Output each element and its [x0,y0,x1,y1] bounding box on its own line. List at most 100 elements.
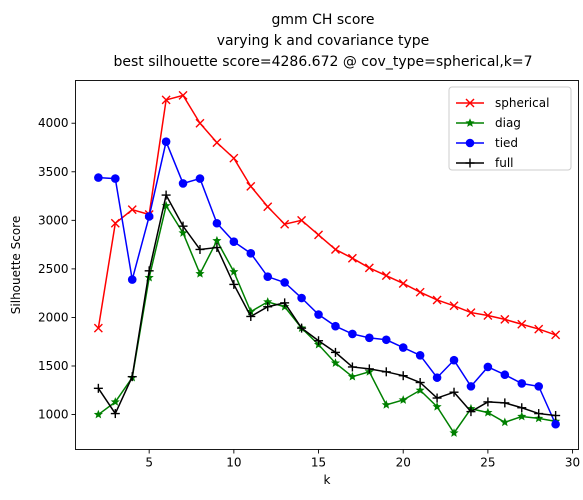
data-point-tied [229,237,239,246]
data-point-diag [330,358,341,367]
data-point-full [347,362,357,372]
data-point-full [144,266,154,276]
data-point-tied [314,310,323,319]
data-point-tied [517,379,527,388]
data-point-spherical [263,202,273,212]
chart-title: gmm CH score varying k and covariance ty… [113,12,532,70]
x-tick-label: 20 [396,456,411,470]
y-tick-label: 2000 [38,310,69,324]
data-point-diag [144,272,154,282]
data-point-full [195,244,205,254]
series-line-spherical [97,94,556,336]
data-point-spherical [297,215,307,225]
data-point-tied [551,419,560,429]
data-point-diag [517,411,527,421]
data-point-full [449,387,459,397]
data-point-diag [432,401,442,411]
data-point-spherical [161,95,171,105]
data-point-full [534,409,544,419]
legend-label: diag [495,116,521,130]
legend-marker [465,138,475,148]
data-point-diag [415,385,425,395]
data-point-full [330,347,340,357]
data-point-tied [144,212,154,221]
x-tick-label: 10 [226,456,241,470]
y-tick-label: 3000 [38,213,69,227]
series-line-diag [97,203,556,435]
data-point-diag [246,306,256,316]
data-point-spherical [517,319,527,329]
data-point-diag [483,407,493,417]
data-point-full [517,403,527,413]
legend-marker [465,118,475,127]
y-axis-label: Silhouette Score [9,216,23,314]
data-point-diag [449,428,459,437]
data-point-tied [178,179,188,188]
data-point-diag [110,397,120,406]
data-point-spherical [347,253,357,263]
data-point-tied [381,335,391,345]
data-point-tied [449,355,459,365]
data-point-spherical [195,118,205,128]
data-point-tied [483,362,493,372]
data-point-spherical [212,138,222,148]
data-point-spherical [314,230,324,240]
data-point-spherical [398,278,408,288]
data-point-full [280,298,290,308]
data-point-diag [347,371,357,381]
data-point-tied [534,382,544,391]
data-point-spherical [551,330,561,340]
legend-entry-diag: diag [456,116,521,130]
data-point-full [110,409,120,419]
x-tick-label: 15 [311,456,326,470]
data-point-diag [500,417,510,427]
data-point-spherical [280,219,290,229]
data-point-spherical [483,310,493,320]
data-point-spherical [449,301,459,311]
y-tick-label: 4000 [38,116,69,130]
data-point-tied [297,293,306,303]
data-point-tied [415,351,425,360]
data-point-full [161,190,171,200]
data-point-spherical [381,271,391,281]
data-point-diag [178,228,188,237]
data-point-full [93,383,103,393]
y-tick-label: 1500 [38,359,69,373]
data-point-full [432,393,442,403]
data-point-tied [127,275,137,284]
data-point-full [263,302,273,312]
data-point-spherical [500,314,510,324]
data-point-tied [500,370,510,380]
axes-layer: 5 10 15 20 25 30 1000 1500 2000 2500 3000 3500 4000 [38,116,580,469]
data-point-spherical [93,323,103,333]
plot-layer [93,90,561,437]
y-tick-label: 3500 [38,165,69,179]
data-point-full [500,398,510,408]
data-point-tied [348,329,357,339]
y-tick-label: 1000 [38,408,69,422]
legend-box [448,86,572,171]
data-point-spherical [466,308,476,318]
data-point-full [415,377,425,387]
legend-entry-full: full [456,156,514,170]
data-point-tied [212,218,222,228]
data-point-diag [195,268,205,278]
data-point-tied [246,249,256,258]
data-point-tied [331,321,340,331]
data-point-spherical [415,287,425,297]
series-line-full [97,192,556,417]
x-tick-label: 5 [145,456,153,470]
legend-marker [465,98,475,108]
data-point-full [364,364,374,374]
plot-frame [75,80,579,450]
data-point-spherical [330,244,340,254]
x-axis-label: k [324,473,331,487]
legend-label: spherical [495,96,549,110]
y-tick-label: 2500 [38,262,69,276]
data-point-tied [195,174,205,183]
data-point-full [297,323,307,333]
data-point-diag [212,235,222,245]
data-point-tied [94,173,103,182]
